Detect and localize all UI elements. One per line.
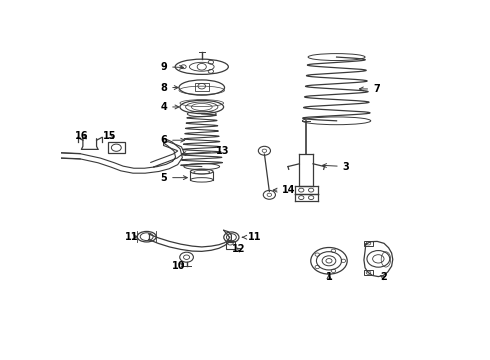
- Bar: [364, 240, 373, 246]
- Text: 5: 5: [160, 173, 187, 183]
- Bar: [195, 82, 209, 91]
- Text: 3: 3: [322, 162, 349, 172]
- Text: 2: 2: [380, 273, 387, 283]
- Text: 14: 14: [273, 185, 296, 195]
- Text: 11: 11: [243, 232, 262, 242]
- Text: 9: 9: [160, 62, 183, 72]
- Text: 4: 4: [160, 102, 179, 112]
- Bar: [226, 240, 235, 249]
- Text: 16: 16: [75, 131, 89, 141]
- Text: 7: 7: [360, 84, 380, 94]
- Text: 10: 10: [172, 261, 186, 271]
- Bar: [364, 270, 373, 275]
- Text: 11: 11: [125, 232, 138, 242]
- Text: 13: 13: [182, 146, 229, 156]
- Bar: [108, 142, 124, 153]
- Text: 12: 12: [232, 244, 245, 255]
- Text: 8: 8: [160, 82, 178, 93]
- Text: 1: 1: [325, 271, 332, 282]
- Text: 15: 15: [103, 131, 117, 141]
- Text: 6: 6: [160, 135, 185, 145]
